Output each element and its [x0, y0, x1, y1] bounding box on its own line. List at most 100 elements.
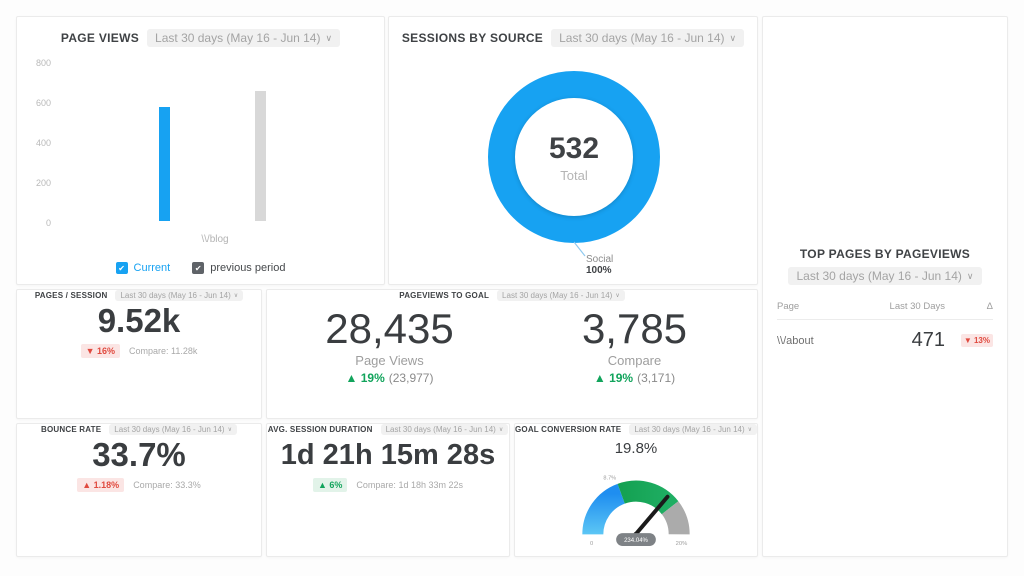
bounce-title: BOUNCE RATE	[41, 425, 102, 434]
table-row: \\/about 471 ▼ 13%	[777, 320, 993, 352]
avg-session-duration-card: AVG. SESSION DURATION Last 30 days (May …	[266, 423, 510, 557]
bounce-date-range-dropdown[interactable]: Last 30 days (May 16 - Jun 14) ∨	[109, 424, 237, 435]
bounce-compare-text: Compare: 33.3%	[133, 480, 201, 490]
slice-percentage: 100%	[586, 265, 612, 276]
top-pages-date-range-dropdown[interactable]: Last 30 days (May 16 - Jun 14) ∨	[788, 267, 982, 285]
bar-previous-period	[255, 91, 266, 221]
legend-item-previous-period[interactable]: ✔ previous period	[192, 262, 285, 274]
avgdur-date-range-label: Last 30 days (May 16 - Jun 14)	[385, 425, 496, 434]
page-link[interactable]: \\/about	[777, 334, 814, 347]
avgdur-compare-text: Compare: 1d 18h 33m 22s	[356, 480, 463, 490]
sessions-title: SESSIONS BY SOURCE	[401, 31, 544, 45]
ptg-compare-delta: ▲ 19%	[593, 371, 634, 385]
gauge-needle-pill	[616, 533, 656, 546]
donut-total-label: Total	[560, 167, 588, 183]
pps-date-range-dropdown[interactable]: Last 30 days (May 16 - Jun 14) ∨	[115, 290, 244, 301]
page-views-date-range-dropdown[interactable]: Last 30 days (May 16 - Jun 14) ∨	[147, 29, 341, 47]
sessions-header: SESSIONS BY SOURCE Last 30 days (May 16 …	[389, 29, 757, 47]
avgdur-header: AVG. SESSION DURATION Last 30 days (May …	[268, 424, 509, 435]
gauge-segment-blue	[582, 483, 626, 535]
ptg-header: PAGEVIEWS TO GOAL Last 30 days (May 16 -…	[399, 290, 625, 301]
gauge-title: GOAL CONVERSION RATE	[514, 425, 622, 434]
bounce-delta-badge: ▲ 1.18%	[77, 478, 125, 492]
column-header-page: Page	[777, 301, 800, 312]
avgdur-title: AVG. SESSION DURATION	[267, 425, 373, 434]
ptg-page-views-delta: ▲ 19%	[345, 371, 385, 385]
delta-badge: ▼ 13%	[960, 334, 993, 347]
ptg-date-range-label: Last 30 days (May 16 - Jun 14)	[502, 291, 613, 300]
y-axis-tick: 0	[45, 218, 51, 228]
page-views-card: PAGE VIEWS Last 30 days (May 16 - Jun 14…	[16, 16, 385, 285]
chevron-down-icon: ∨	[227, 426, 232, 433]
slice-label: Social	[586, 254, 614, 265]
ptg-title: PAGEVIEWS TO GOAL	[399, 291, 490, 300]
column-header-delta: Δ	[986, 301, 993, 312]
chevron-down-icon: ∨	[498, 426, 504, 433]
slice-callout: Social 100%	[586, 254, 613, 276]
donut-center: 532 Total	[488, 71, 660, 243]
bounce-value: 33.7%	[92, 436, 186, 473]
y-axis-tick: 200	[35, 178, 51, 188]
gauge-segment-gray	[661, 501, 690, 535]
gauge-chart: 8.7% 234.04% 0 20%	[582, 476, 690, 547]
gauge-current-value: 19.8%	[614, 440, 658, 457]
pps-date-range-label: Last 30 days (May 16 - Jun 14)	[120, 291, 231, 300]
ptg-metric-page-views: 28,435 Page Views ▲ 19% (23,977)	[267, 305, 512, 386]
pps-compare-text: Compare: 11.28k	[129, 346, 198, 356]
ptg-metrics: 28,435 Page Views ▲ 19% (23,977) 3,785 C…	[267, 305, 757, 386]
chevron-down-icon: ∨	[615, 292, 620, 299]
sessions-date-range-dropdown[interactable]: Last 30 days (May 16 - Jun 14) ∨	[551, 29, 745, 47]
top-pages-table: Page Last 30 Days Δ \\/about 471 ▼ 13%	[777, 301, 993, 352]
gauge-max-label: 20%	[676, 541, 688, 547]
checkbox-checked-icon: ✔	[192, 262, 205, 274]
gauge-header: GOAL CONVERSION RATE Last 30 days (May 1…	[514, 424, 758, 435]
pps-value: 9.52k	[97, 302, 181, 339]
column-header-last-30-days: Last 30 Days	[889, 301, 945, 312]
donut-total-value: 532	[548, 131, 600, 165]
goal-conversion-rate-card: GOAL CONVERSION RATE Last 30 days (May 1…	[514, 423, 758, 557]
gauge-min-label: 0	[590, 541, 594, 547]
gauge-date-range-dropdown[interactable]: Last 30 days (May 16 - Jun 14) ∨	[629, 424, 758, 435]
bounce-header: BOUNCE RATE Last 30 days (May 16 - Jun 1…	[41, 424, 237, 435]
chevron-down-icon: ∨	[966, 270, 974, 281]
ptg-compare-label: Compare	[607, 353, 662, 368]
legend-label-current: Current	[133, 262, 171, 274]
sessions-by-source-card: SESSIONS BY SOURCE Last 30 days (May 16 …	[388, 16, 758, 285]
pps-delta-badge: ▼ 16%	[80, 344, 121, 358]
slice-leader-line	[573, 241, 586, 257]
pages-per-session-card: PAGES / SESSION Last 30 days (May 16 - J…	[16, 289, 262, 419]
legend-item-current[interactable]: ✔ Current	[115, 262, 171, 274]
y-axis-tick: 800	[35, 58, 51, 68]
avgdur-date-range-dropdown[interactable]: Last 30 days (May 16 - Jun 14) ∨	[380, 424, 509, 435]
y-axis-tick: 600	[35, 98, 51, 108]
avgdur-value: 1d 21h 15m 28s	[280, 439, 496, 471]
ptg-metric-compare: 3,785 Compare ▲ 19% (3,171)	[512, 305, 757, 386]
ptg-page-views-value: 28,435	[325, 305, 454, 352]
top-pages-title: TOP PAGES BY PAGEVIEWS	[799, 247, 971, 261]
table-header-row: Page Last 30 Days Δ	[777, 301, 993, 320]
sessions-date-range-label: Last 30 days (May 16 - Jun 14)	[559, 31, 725, 45]
chevron-down-icon: ∨	[325, 32, 333, 43]
y-axis-tick: 400	[35, 138, 51, 148]
ptg-compare-value: 3,785	[581, 305, 688, 352]
ptg-date-range-dropdown[interactable]: Last 30 days (May 16 - Jun 14) ∨	[497, 290, 625, 301]
gauge-segment-green	[617, 480, 679, 515]
x-axis-category-label: \\/blog	[201, 234, 229, 245]
bar-current-period	[159, 107, 170, 221]
ptg-page-views-delta-detail: (23,977)	[388, 371, 434, 385]
avgdur-delta-badge: ▲ 6%	[313, 478, 348, 492]
chevron-down-icon: ∨	[747, 426, 753, 433]
pps-title: PAGES / SESSION	[34, 291, 108, 300]
gauge-date-range-label: Last 30 days (May 16 - Jun 14)	[634, 425, 745, 434]
top-pages-card: TOP PAGES BY PAGEVIEWS Last 30 days (May…	[762, 16, 1008, 557]
page-views-title: PAGE VIEWS	[60, 31, 140, 45]
top-pages-date-range-label: Last 30 days (May 16 - Jun 14)	[796, 269, 962, 283]
gauge-needle-label: 234.04%	[624, 538, 648, 544]
page-views-date-range-label: Last 30 days (May 16 - Jun 14)	[155, 31, 321, 45]
ptg-page-views-label: Page Views	[355, 353, 424, 368]
checkbox-checked-icon: ✔	[115, 262, 128, 274]
page-views-header: PAGE VIEWS Last 30 days (May 16 - Jun 14…	[17, 29, 384, 47]
pageviews-to-goal-card: PAGEVIEWS TO GOAL Last 30 days (May 16 -…	[266, 289, 758, 419]
pps-header: PAGES / SESSION Last 30 days (May 16 - J…	[34, 290, 244, 301]
